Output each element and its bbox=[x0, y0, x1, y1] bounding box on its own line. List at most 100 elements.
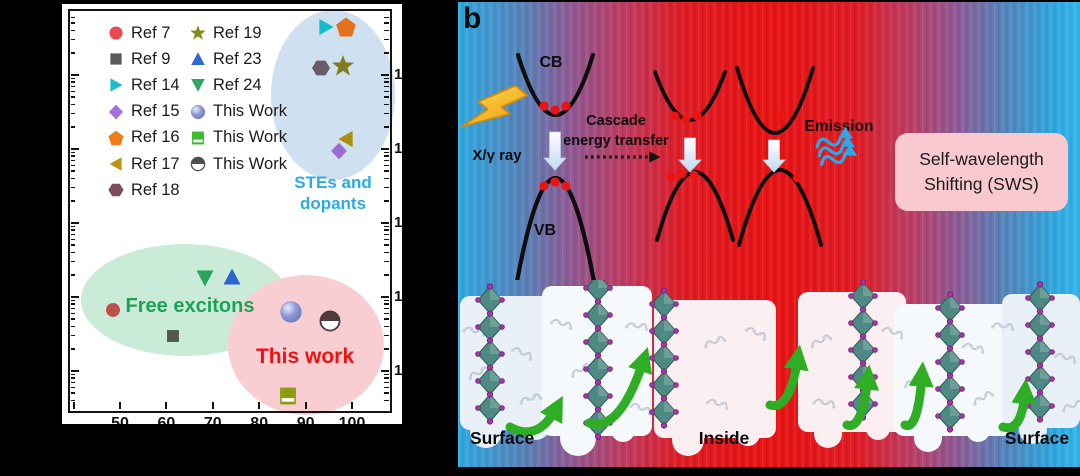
axis-tick bbox=[70, 318, 75, 321]
axis-tick bbox=[384, 238, 389, 241]
axis-tick bbox=[384, 312, 389, 315]
cascade-line2: energy transfer bbox=[563, 132, 669, 149]
data-point-ref-7 bbox=[105, 301, 122, 318]
region-label-free-excitons: Free excitons bbox=[125, 295, 255, 317]
y-right-tick-label-partial: 1 bbox=[394, 288, 402, 305]
axis-tick bbox=[70, 299, 75, 302]
cascade-line1: Cascade bbox=[586, 113, 646, 129]
pentagon-marker-icon bbox=[108, 130, 124, 146]
axis-tick bbox=[384, 85, 389, 88]
axis-tick bbox=[165, 402, 168, 409]
axis-tick bbox=[384, 225, 389, 228]
hexagon-marker-icon bbox=[108, 182, 124, 198]
legend-entry-label: Ref 24 bbox=[213, 75, 262, 94]
legend-column-1: Ref 7 Ref 9 Ref 14 Ref 15 Ref 16 Ref 17 Ref 18 bbox=[108, 20, 180, 203]
legend-item-c2-4: This Work bbox=[190, 125, 287, 151]
axis-tick bbox=[384, 164, 389, 167]
hole-dots-vb2 bbox=[666, 169, 699, 182]
axis-tick bbox=[119, 402, 121, 409]
axis-tick bbox=[70, 177, 75, 180]
crystal-structure-strip bbox=[460, 280, 1080, 456]
data-point-ref-17 bbox=[337, 130, 356, 149]
mechanism-diagram-panel: b CB VB X/γ ray Cascade energy transfer … bbox=[458, 2, 1080, 467]
axis-tick bbox=[70, 251, 75, 254]
data-point-ref-19 bbox=[331, 55, 354, 78]
axis-tick bbox=[384, 392, 389, 395]
axis-tick bbox=[384, 77, 389, 80]
vb1-parabola bbox=[515, 175, 596, 280]
diamond-marker-icon bbox=[108, 104, 124, 120]
data-point-this-work bbox=[277, 386, 298, 407]
axis-tick bbox=[70, 159, 75, 162]
sphere-marker-icon bbox=[190, 104, 206, 120]
legend-item-c2-5: This Work bbox=[190, 151, 287, 177]
star-marker-icon bbox=[190, 25, 206, 41]
legend-item-5: Ref 17 bbox=[108, 151, 180, 177]
region-ellipse-this-work bbox=[228, 275, 384, 415]
triangle-down-marker-icon bbox=[190, 77, 206, 93]
axis-tick bbox=[70, 186, 75, 189]
axis-tick bbox=[384, 199, 389, 202]
axis-tick bbox=[70, 38, 75, 41]
data-point-ref-14 bbox=[317, 18, 336, 37]
data-point-this-work bbox=[279, 300, 303, 324]
axis-tick bbox=[70, 381, 75, 384]
axis-tick bbox=[70, 295, 79, 299]
vb3-parabola bbox=[737, 168, 823, 247]
axis-tick bbox=[70, 199, 75, 202]
legend-entry-label: Ref 19 bbox=[213, 23, 262, 42]
axis-tick bbox=[70, 312, 75, 315]
legend-item-6: Ref 18 bbox=[108, 177, 180, 203]
axis-tick bbox=[70, 221, 79, 225]
square-half-marker-icon bbox=[190, 130, 206, 146]
electron-dot-cb3 bbox=[777, 110, 787, 120]
axis-tick bbox=[70, 164, 75, 167]
axis-tick bbox=[384, 151, 389, 154]
axis-tick bbox=[70, 307, 75, 310]
axis-tick bbox=[384, 112, 389, 115]
legend-entry-label: This Work bbox=[213, 154, 287, 173]
axis-tick bbox=[384, 381, 389, 384]
region-label-stes-line1: STEs and bbox=[294, 173, 372, 192]
axis-tick bbox=[384, 51, 389, 54]
legend-entry-label: This Work bbox=[213, 102, 287, 121]
y-right-tick-label-partial: 1 bbox=[394, 362, 402, 379]
legend-item-3: Ref 15 bbox=[108, 99, 180, 125]
axis-tick bbox=[384, 233, 389, 236]
axis-tick bbox=[384, 229, 389, 231]
x-tick-label: 100 bbox=[338, 415, 366, 424]
hole-dots-vb1 bbox=[539, 177, 571, 191]
axis-tick bbox=[384, 125, 389, 128]
electron-dots-cb2 bbox=[670, 111, 702, 124]
circle-half-marker-icon bbox=[190, 156, 206, 172]
axis-tick bbox=[384, 373, 389, 376]
axis-tick bbox=[304, 402, 307, 409]
legend-entry-label: Ref 7 bbox=[131, 23, 171, 42]
data-point-ref-15 bbox=[330, 142, 348, 160]
axis-tick bbox=[70, 303, 75, 305]
axis-tick bbox=[384, 159, 389, 162]
triangle-right-marker-icon bbox=[108, 77, 124, 93]
hole-dot-vb3 bbox=[792, 173, 802, 183]
surface-label-left: Surface bbox=[470, 428, 535, 448]
axis-tick bbox=[384, 377, 389, 379]
axis-tick bbox=[70, 90, 75, 93]
y-right-tick-label-partial: 1 bbox=[394, 140, 402, 157]
axis-tick bbox=[380, 73, 389, 77]
data-point-ref-23 bbox=[222, 267, 242, 287]
axis-tick bbox=[70, 147, 79, 151]
axis-tick bbox=[70, 369, 79, 373]
y-right-tick-label-partial: 1 bbox=[394, 214, 402, 231]
vb-label: VB bbox=[533, 222, 557, 239]
axis-tick bbox=[70, 125, 75, 128]
surface-label-right: Surface bbox=[1004, 428, 1070, 448]
emission-label: Emission bbox=[804, 118, 874, 135]
legend-item-0: Ref 7 bbox=[108, 20, 180, 46]
axis-tick bbox=[70, 85, 75, 88]
legend-item-c2-3: This Work bbox=[190, 99, 287, 125]
axis-tick bbox=[384, 38, 389, 41]
axis-tick bbox=[380, 295, 389, 299]
axis-tick bbox=[258, 402, 261, 409]
region-label-stes: STEs and dopants bbox=[261, 172, 402, 214]
